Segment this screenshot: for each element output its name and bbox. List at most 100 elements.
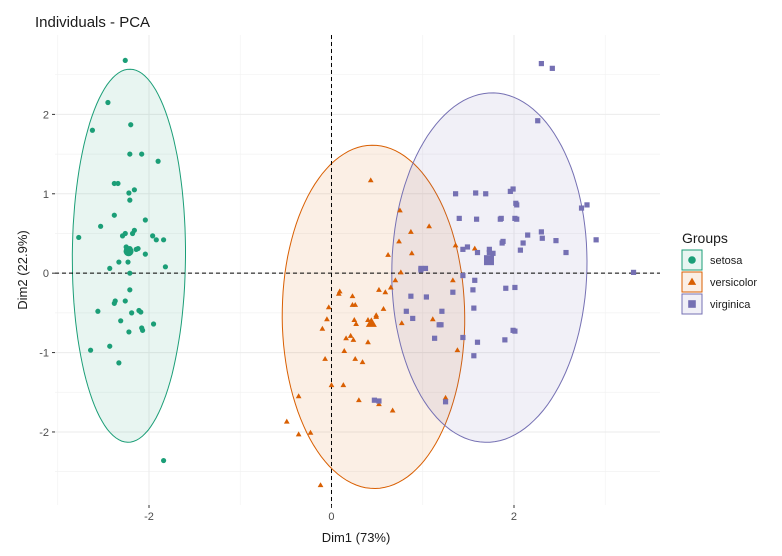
point-versicolor <box>349 293 356 299</box>
point-versicolor <box>365 339 371 345</box>
point-virginica <box>470 287 476 293</box>
point-virginica <box>473 190 479 196</box>
point-setosa <box>135 245 141 252</box>
point-versicolor <box>452 242 459 248</box>
point-setosa <box>111 180 117 187</box>
point-setosa <box>142 217 148 223</box>
point-versicolor <box>387 284 394 290</box>
point-virginica <box>593 237 599 243</box>
point-setosa <box>138 309 144 315</box>
point-virginica <box>510 186 516 192</box>
point-virginica <box>538 229 544 235</box>
point-versicolor <box>382 289 389 295</box>
point-versicolor <box>376 286 382 292</box>
y-tick-label: -2 <box>39 427 49 439</box>
point-virginica <box>450 289 456 295</box>
point-virginica <box>520 240 526 246</box>
point-virginica <box>553 238 559 244</box>
point-versicolor <box>408 250 415 256</box>
point-virginica <box>549 65 555 71</box>
point-setosa <box>127 287 133 293</box>
point-virginica <box>460 272 466 279</box>
point-versicolor <box>295 431 302 437</box>
ellipse-virginica <box>391 92 588 443</box>
point-versicolor <box>325 304 332 310</box>
y-tick-label: 1 <box>43 189 49 201</box>
point-versicolor <box>396 238 402 244</box>
point-versicolor <box>376 401 382 407</box>
point-versicolor <box>324 316 330 322</box>
reference-lines <box>55 35 660 505</box>
point-virginica <box>539 235 545 241</box>
point-setosa <box>162 264 169 270</box>
point-versicolor <box>351 317 358 322</box>
point-setosa <box>131 227 137 233</box>
point-setosa <box>126 190 132 196</box>
legend: Groups setosa versicolor virginica <box>681 230 757 315</box>
point-virginica <box>490 250 496 256</box>
point-virginica <box>438 322 444 328</box>
point-setosa <box>115 180 121 187</box>
point-versicolor <box>317 482 324 488</box>
point-setosa <box>111 212 117 218</box>
point-virginica <box>486 246 492 252</box>
point-virginica <box>422 265 429 272</box>
point-virginica <box>423 294 429 300</box>
point-setosa <box>126 329 132 335</box>
point-virginica <box>584 202 590 208</box>
point-versicolor <box>449 277 456 283</box>
point-virginica <box>452 191 459 197</box>
point-virginica <box>563 249 569 256</box>
point-versicolor <box>380 305 387 311</box>
point-virginica <box>517 247 523 253</box>
point-versicolor <box>283 418 290 424</box>
y-tick-label: 0 <box>43 268 49 280</box>
legend-label-virginica: virginica <box>710 299 751 311</box>
point-versicolor <box>343 335 349 341</box>
axes: -2 0 2 -2 -1 0 1 2 <box>39 109 517 523</box>
point-setosa <box>122 230 128 237</box>
point-versicolor <box>397 207 403 213</box>
point-setosa <box>116 360 122 366</box>
point-virginica <box>474 339 481 345</box>
point-setosa <box>150 321 157 327</box>
point-versicolor <box>350 336 357 342</box>
point-virginica <box>502 337 508 343</box>
point-versicolor <box>392 277 399 283</box>
point-virginica <box>514 216 520 222</box>
legend-marker-virginica <box>688 300 696 308</box>
point-setosa <box>131 187 137 193</box>
y-tick-label: 2 <box>43 109 49 121</box>
x-tick-label: 2 <box>511 511 517 523</box>
legend-label-setosa: setosa <box>710 255 743 267</box>
point-versicolor <box>454 347 461 353</box>
chart-title: Individuals - PCA <box>35 14 150 31</box>
point-setosa <box>105 99 111 106</box>
point-versicolor <box>429 316 436 322</box>
point-versicolor <box>373 312 380 318</box>
point-setosa <box>150 233 156 239</box>
point-virginica <box>578 205 585 211</box>
point-versicolor <box>328 382 335 388</box>
point-virginica <box>403 308 409 314</box>
point-setosa <box>142 251 148 257</box>
point-setosa <box>107 265 113 272</box>
x-tick-label: 0 <box>328 511 334 523</box>
point-virginica <box>473 216 480 222</box>
point-virginica <box>538 60 544 67</box>
point-virginica <box>432 335 438 341</box>
point-versicolor <box>385 251 391 257</box>
point-virginica <box>535 118 541 124</box>
point-setosa <box>125 259 131 265</box>
point-setosa <box>122 57 128 64</box>
point-virginica <box>460 246 466 252</box>
centroid-setosa <box>123 246 134 257</box>
legend-marker-setosa <box>688 256 696 264</box>
point-virginica <box>472 277 478 283</box>
point-setosa <box>155 158 161 164</box>
point-setosa <box>122 298 128 304</box>
point-virginica <box>500 238 506 245</box>
series-versicolor <box>283 177 478 488</box>
point-virginica <box>630 269 637 275</box>
